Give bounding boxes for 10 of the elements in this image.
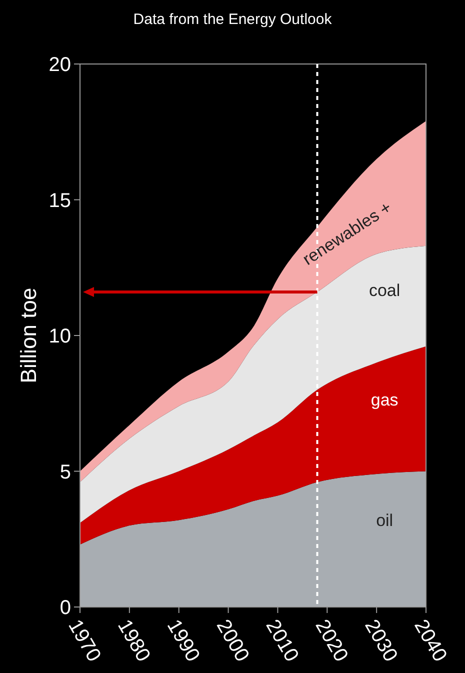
- chart-title: Data from the Energy Outlook: [133, 11, 332, 28]
- y-tick-label: 5: [60, 461, 71, 484]
- y-tick-label: 20: [48, 54, 71, 76]
- y-tick-label: 10: [48, 326, 71, 348]
- y-tick-label: 15: [48, 190, 71, 212]
- y-tick-label: 0: [60, 597, 71, 619]
- series-label: gas: [370, 390, 398, 410]
- series-label: coal: [368, 281, 400, 300]
- series-label: oil: [376, 511, 394, 530]
- y-axis-title: Billion toe: [16, 288, 41, 384]
